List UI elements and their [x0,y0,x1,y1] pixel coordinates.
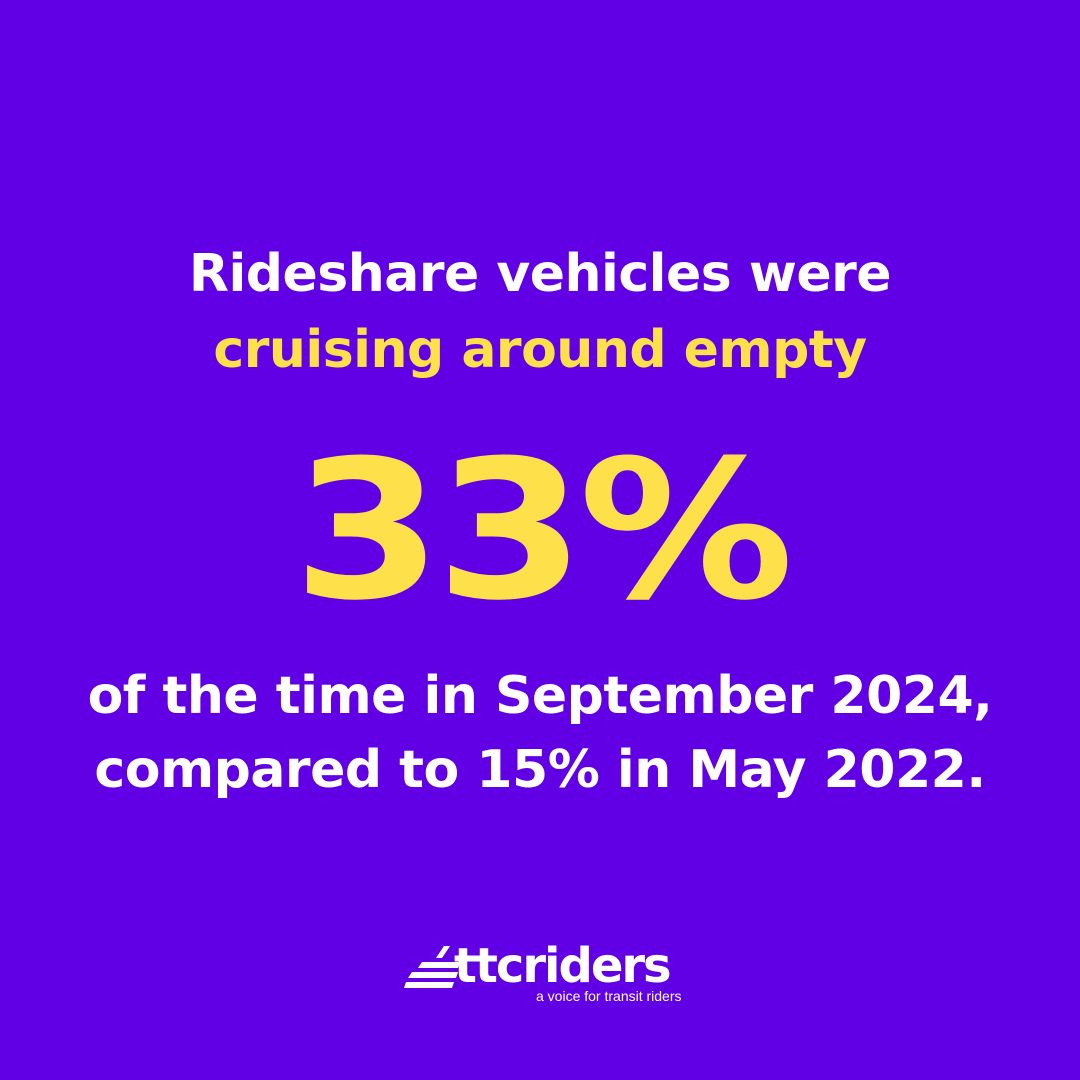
caption-line-1: of the time in September 2024, [87,666,993,726]
logo-tagline: a voice for transit riders [536,988,682,1004]
headline-line-1: Rideshare vehicles were [188,244,892,304]
streetcar-icon [404,946,460,988]
stat-value: 33% [292,420,794,643]
headline-line-2-highlight: cruising around empty [213,320,867,380]
logo-wordmark: ttcriders [454,938,672,994]
caption-line-2: compared to 15% in May 2022. [94,740,986,800]
ttcriders-logo: ttcriders a voice for transit riders [404,936,696,1008]
